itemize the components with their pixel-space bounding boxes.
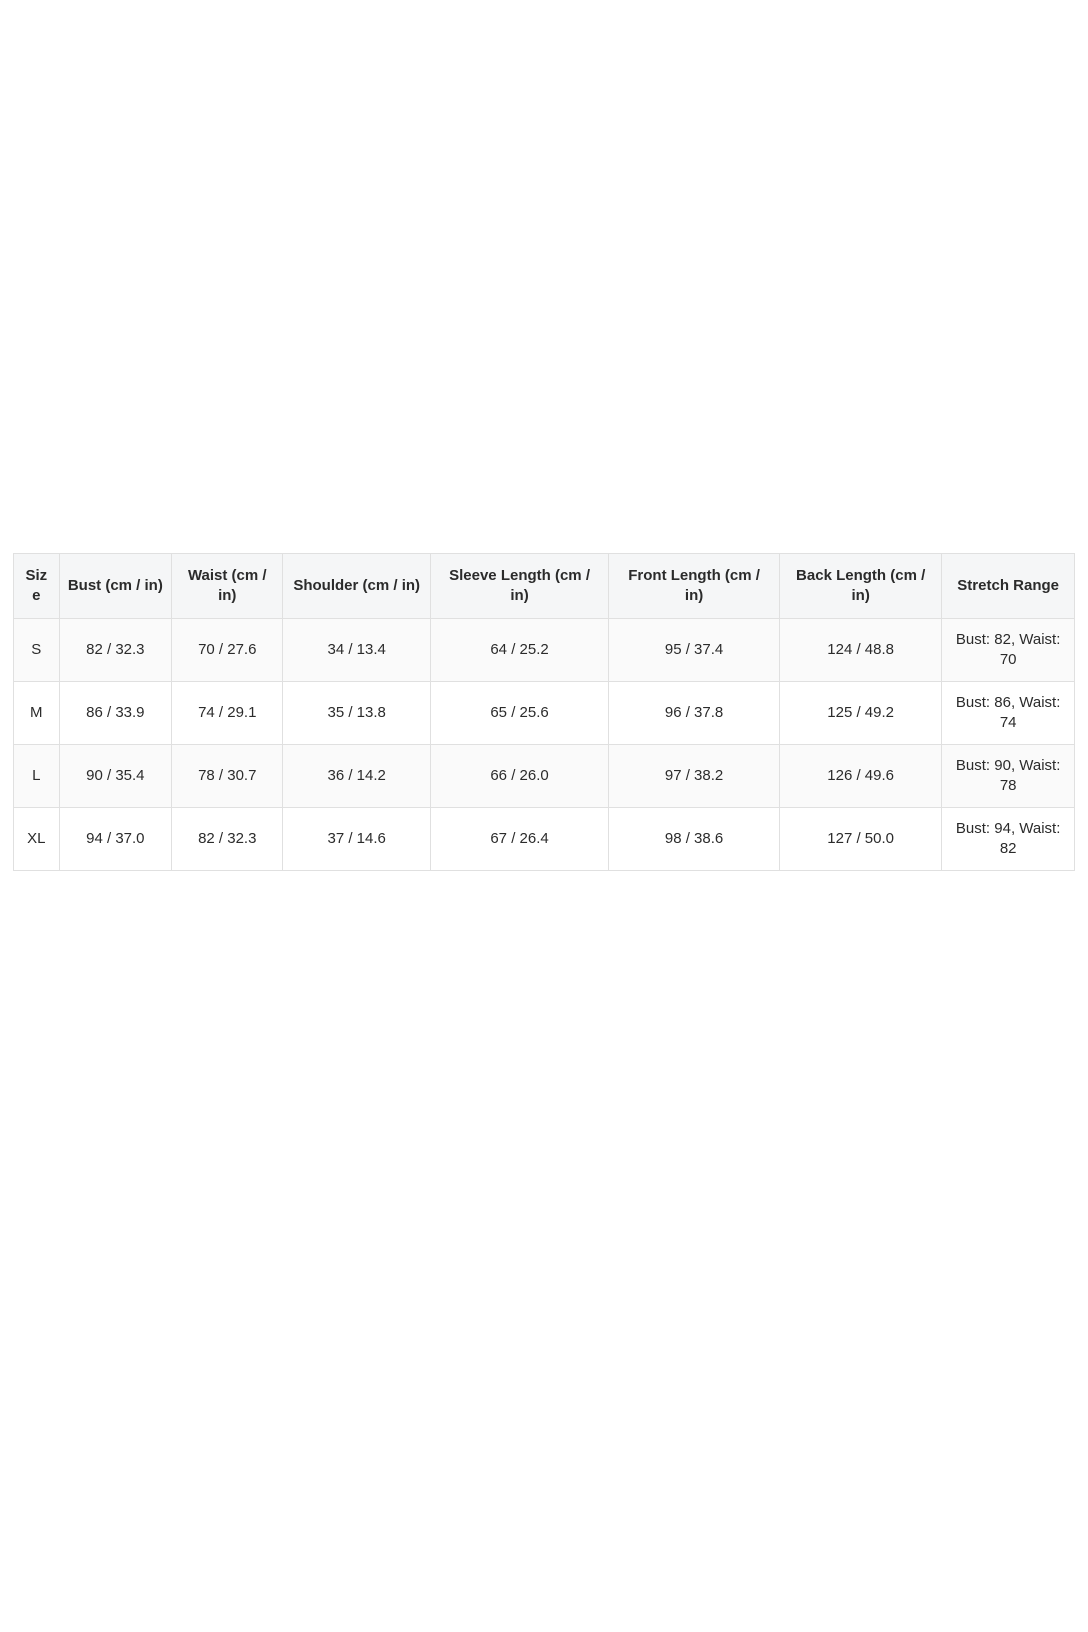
table-cell: 125 / 49.2 <box>778 681 943 745</box>
size-cell: XL <box>13 807 60 871</box>
table-cell: 65 / 25.6 <box>429 681 610 745</box>
table-cell: 37 / 14.6 <box>282 807 431 871</box>
table-cell: Bust: 94, Waist: 82 <box>941 807 1075 871</box>
table-cell: 78 / 30.7 <box>171 744 284 808</box>
column-header: Front Length (cm / in) <box>608 553 780 619</box>
table-row: S 82 / 32.3 70 / 27.6 34 / 13.4 64 / 25.2 95 … <box>13 618 1075 682</box>
table-cell: 35 / 13.8 <box>282 681 431 745</box>
table-cell: 82 / 32.3 <box>171 807 284 871</box>
table-cell: 34 / 13.4 <box>282 618 431 682</box>
table-cell: 124 / 48.8 <box>778 618 943 682</box>
column-header: Back Length (cm / in) <box>778 553 943 619</box>
table-cell: 36 / 14.2 <box>282 744 431 808</box>
column-header: Bust (cm / in) <box>58 553 173 619</box>
table-row: M 86 / 33.9 74 / 29.1 35 / 13.8 65 / 25.6 96 … <box>13 681 1075 745</box>
size-chart-table: Size Bust (cm / in) Waist (cm / in) Shoulde… <box>13 553 1075 871</box>
table-cell: Bust: 82, Waist: 70 <box>941 618 1075 682</box>
table-cell: Bust: 90, Waist: 78 <box>941 744 1075 808</box>
table-cell: 70 / 27.6 <box>171 618 284 682</box>
table-cell: 127 / 50.0 <box>778 807 943 871</box>
table-cell: 96 / 37.8 <box>608 681 780 745</box>
column-header: Sleeve Length (cm / in) <box>429 553 610 619</box>
table-cell: 86 / 33.9 <box>58 681 173 745</box>
size-table-header-row: Size Bust (cm / in) Waist (cm / in) Shoulde… <box>13 553 1075 619</box>
column-header: Stretch Range <box>941 553 1075 619</box>
table-cell: 95 / 37.4 <box>608 618 780 682</box>
size-cell: S <box>13 618 60 682</box>
table-cell: 66 / 26.0 <box>429 744 610 808</box>
size-chart: Size Bust (cm / in) Waist (cm / in) Shoulde… <box>13 553 1075 871</box>
table-cell: 97 / 38.2 <box>608 744 780 808</box>
size-chart-body: S 82 / 32.3 70 / 27.6 34 / 13.4 64 / 25.2 95 … <box>13 618 1075 871</box>
table-cell: 90 / 35.4 <box>58 744 173 808</box>
column-header: Waist (cm / in) <box>171 553 284 619</box>
table-cell: 64 / 25.2 <box>429 618 610 682</box>
table-cell: 82 / 32.3 <box>58 618 173 682</box>
table-cell: 94 / 37.0 <box>58 807 173 871</box>
table-cell: 126 / 49.6 <box>778 744 943 808</box>
size-cell: L <box>13 744 60 808</box>
table-cell: Bust: 86, Waist: 74 <box>941 681 1075 745</box>
table-cell: 67 / 26.4 <box>429 807 610 871</box>
size-cell: M <box>13 681 60 745</box>
column-header: Shoulder (cm / in) <box>282 553 431 619</box>
size-chart-head: Size Bust (cm / in) Waist (cm / in) Shoulde… <box>13 553 1075 619</box>
table-cell: 74 / 29.1 <box>171 681 284 745</box>
table-row: XL 94 / 37.0 82 / 32.3 37 / 14.6 67 / 26.4 98… <box>13 807 1075 871</box>
column-header: Size <box>13 553 60 619</box>
table-row: L 90 / 35.4 78 / 30.7 36 / 14.2 66 / 26.0 97 … <box>13 744 1075 808</box>
table-cell: 98 / 38.6 <box>608 807 780 871</box>
